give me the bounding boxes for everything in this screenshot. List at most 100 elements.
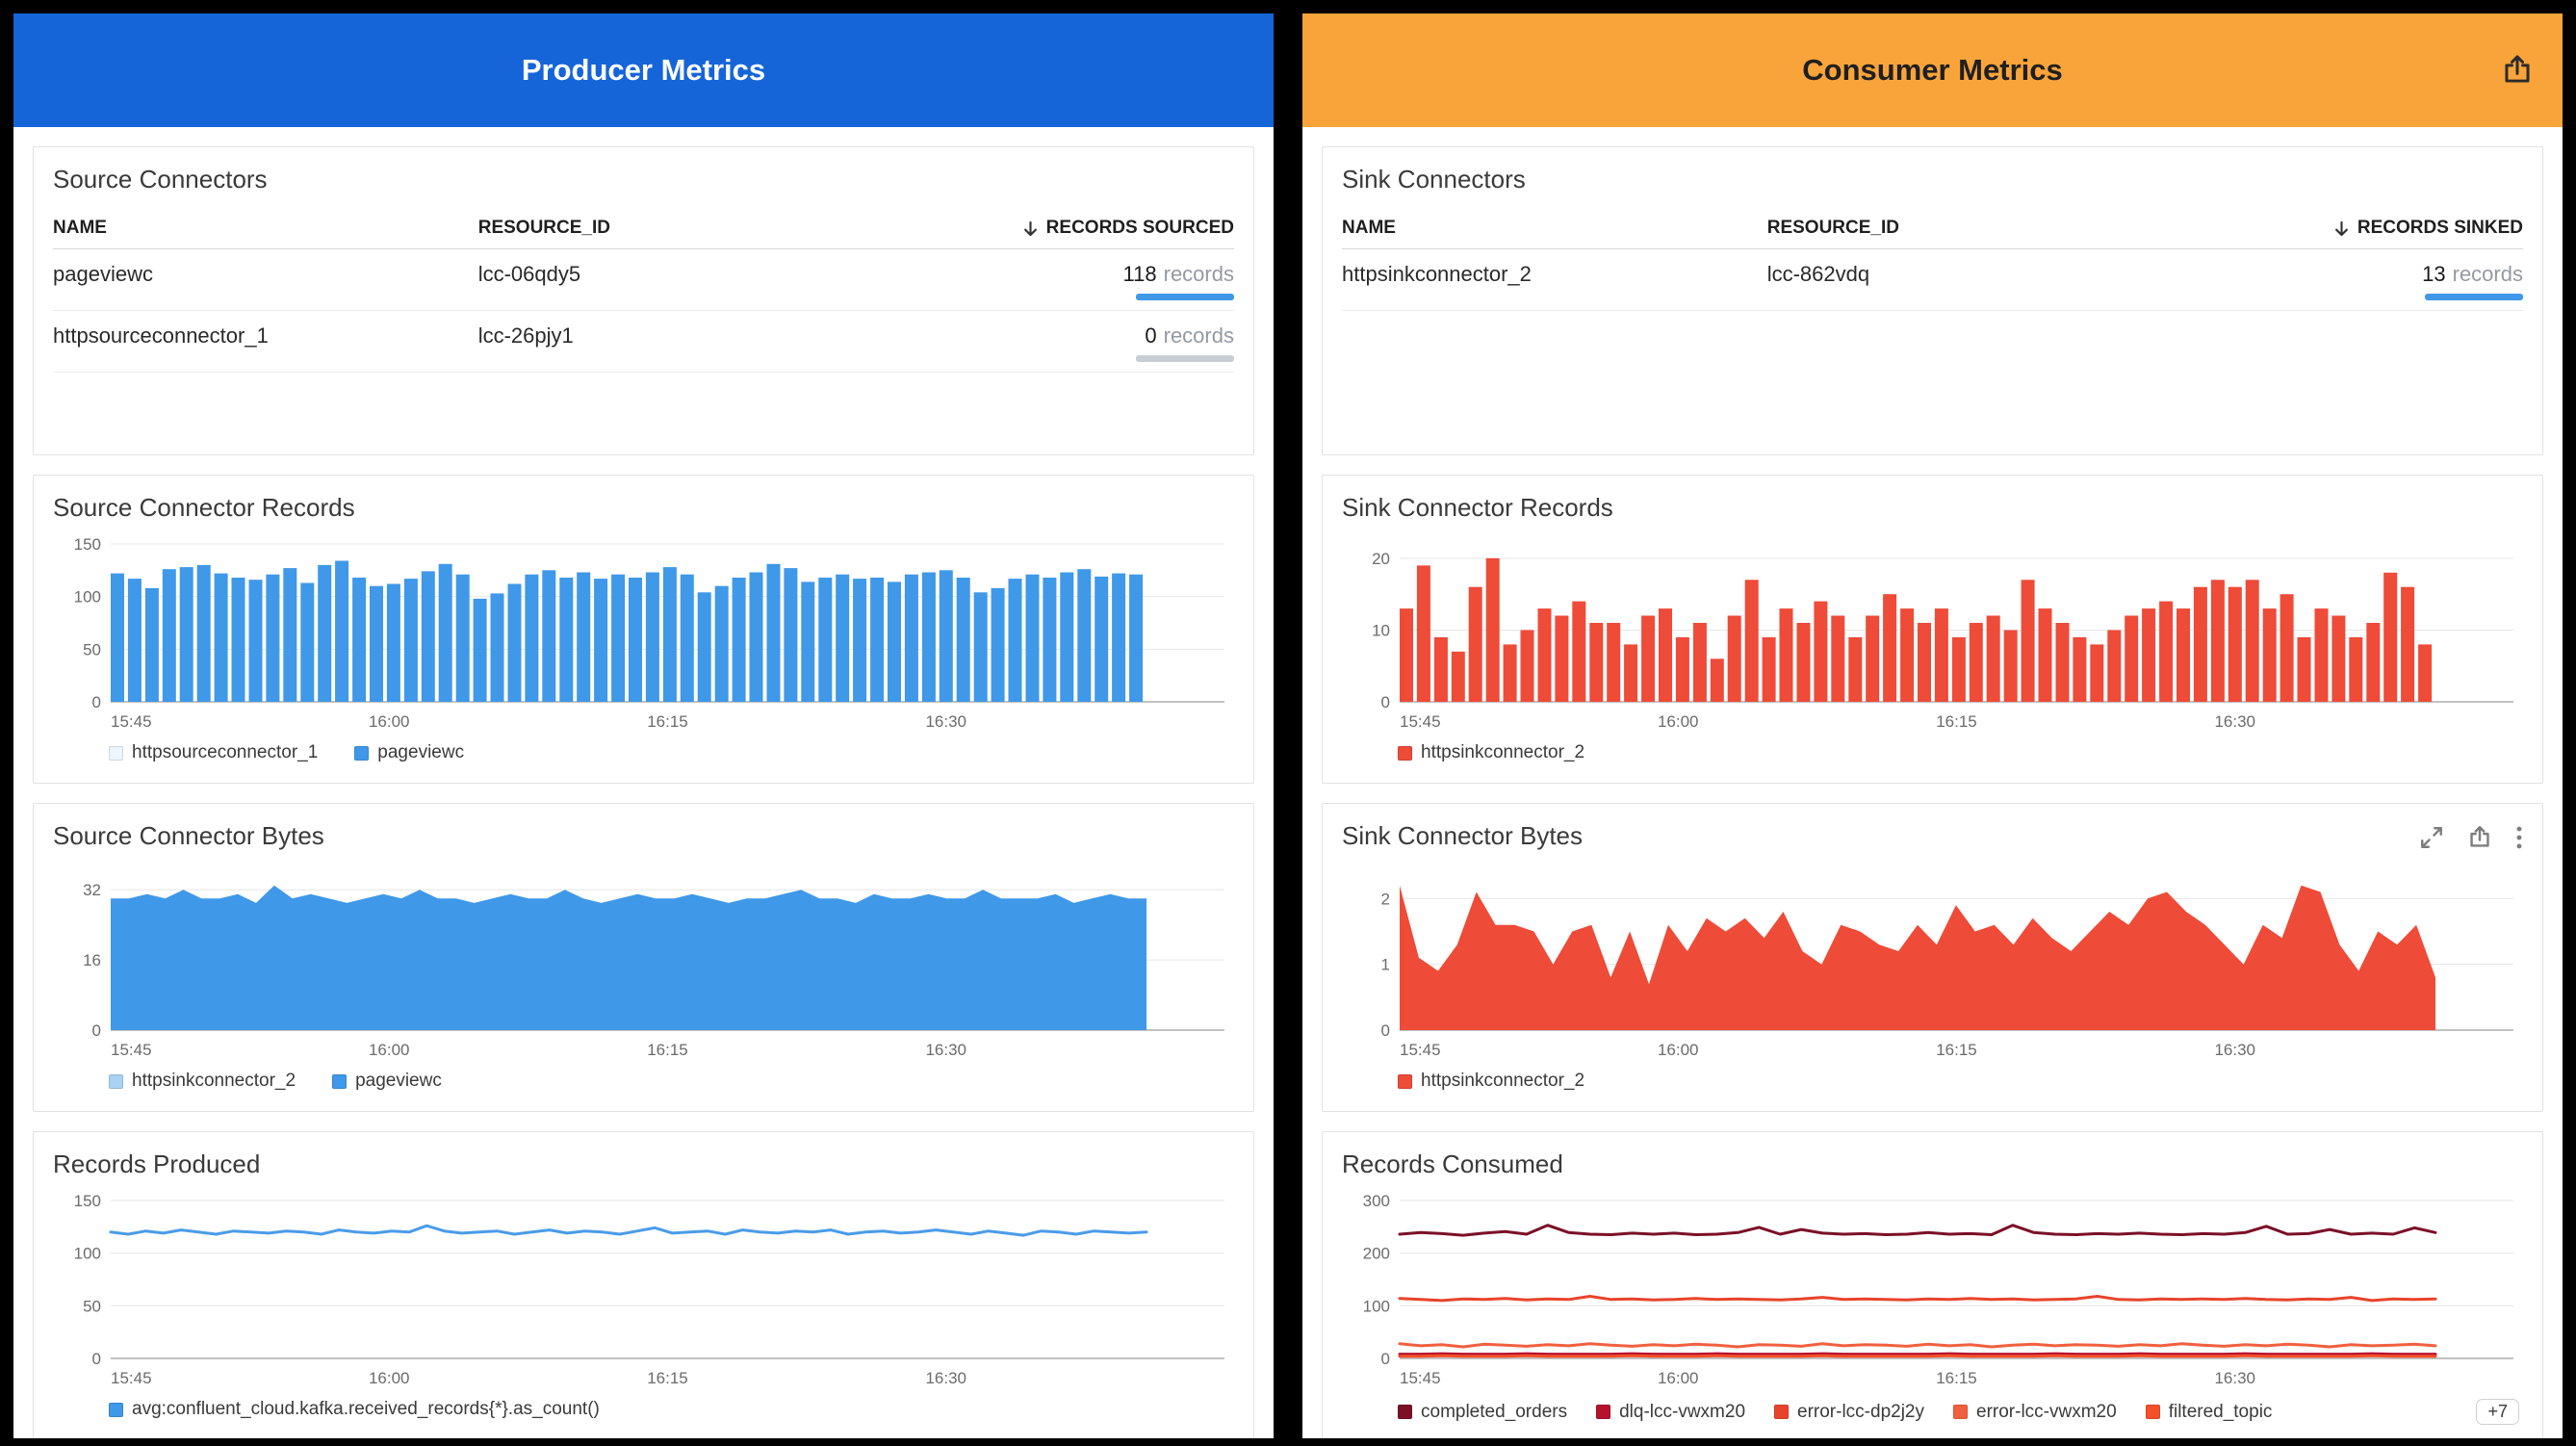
legend-item[interactable]: httpsinkconnector_2 [109,1071,296,1092]
legend-label: completed_orders [1421,1402,1567,1423]
legend-swatch [109,746,123,761]
column-resource-id[interactable]: RESOURCE_ID [1767,218,2193,239]
legend-more-badge[interactable]: +7 [2476,1399,2519,1425]
consumer-metrics-header: Consumer Metrics [1302,13,2563,127]
source-connector-bytes-chart[interactable]: 0163215:4516:0016:1516:30 [53,863,1234,1063]
svg-text:2: 2 [1381,890,1390,908]
svg-text:16:30: 16:30 [2214,1369,2255,1387]
panel-tools [2419,817,2523,850]
legend-item[interactable]: error-lcc-dp2j2y [1774,1402,1924,1423]
legend-swatch [1953,1405,1968,1419]
table-row: httpsourceconnector_1 lcc-26pjy1 0 recor… [53,311,1234,373]
source-connector-records-title: Source Connector Records [53,493,1234,523]
svg-text:16:00: 16:00 [369,712,410,731]
column-resource-id[interactable]: RESOURCE_ID [478,218,904,239]
legend-swatch [332,1074,347,1089]
legend-item[interactable]: pageviewc [332,1071,442,1092]
sink-connector-bytes-panel-head: Sink Connector Bytes [1342,817,2523,863]
legend-item[interactable]: error-lcc-vwxm20 [1953,1402,2117,1423]
records-produced-chart[interactable]: 05010015015:4516:0016:1516:30 [53,1191,1234,1391]
svg-text:0: 0 [92,693,101,711]
svg-text:16:00: 16:00 [1658,1369,1699,1387]
legend-label: error-lcc-vwxm20 [1976,1402,2117,1423]
svg-text:100: 100 [1363,1297,1390,1315]
legend-item[interactable]: httpsinkconnector_2 [1398,1071,1584,1092]
sink-connector-records-panel: Sink Connector Records 0102015:4516:0016… [1322,475,2543,784]
records-count: 118 records [1123,262,1234,287]
svg-text:0: 0 [92,1350,101,1368]
sort-descending-icon [2332,219,2351,238]
svg-text:16: 16 [83,951,101,969]
fullscreen-icon[interactable] [2419,825,2444,850]
svg-text:50: 50 [83,640,101,658]
legend-label: dlq-lcc-vwxm20 [1619,1402,1745,1423]
svg-text:100: 100 [74,588,101,607]
svg-text:1: 1 [1381,956,1390,974]
svg-text:150: 150 [74,535,101,554]
consumer-metrics-card: Consumer Metrics Sink Connectors NAME RE… [1302,13,2563,1438]
sink-connector-bytes-title: Sink Connector Bytes [1342,821,1583,851]
share-icon[interactable] [2467,825,2492,850]
svg-text:15:45: 15:45 [1400,1041,1441,1059]
legend-label: avg:confluent_cloud.kafka.received_recor… [132,1399,600,1420]
source-connectors-title: Source Connectors [53,165,1234,194]
sink-connector-records-chart[interactable]: 0102015:4516:0016:1516:30 [1342,534,2523,735]
records-bar [2425,294,2523,300]
legend-label: pageviewc [355,1071,442,1092]
svg-text:16:30: 16:30 [925,1369,966,1387]
legend-item[interactable]: avg:confluent_cloud.kafka.received_recor… [109,1399,600,1420]
records-count-number: 0 [1145,323,1156,349]
legend-item[interactable]: filtered_topic [2146,1402,2273,1423]
svg-text:15:45: 15:45 [111,712,152,731]
svg-text:16:30: 16:30 [2214,1041,2255,1059]
producer-body: Source Connectors NAME RESOURCE_ID RECOR… [13,127,1274,1438]
kebab-menu-icon[interactable] [2515,825,2523,850]
svg-text:150: 150 [74,1192,101,1210]
column-name[interactable]: NAME [1342,218,1767,239]
row-name: pageviewc [53,262,478,287]
column-records-sinked[interactable]: RECORDS SINKED [2192,218,2523,239]
svg-text:16:00: 16:00 [1658,1041,1699,1059]
column-records-sinked-label: RECORDS SINKED [2357,218,2523,239]
svg-text:300: 300 [1363,1192,1390,1210]
producer-metrics-title: Producer Metrics [522,53,765,88]
export-icon[interactable] [2501,54,2534,87]
row-name: httpsinkconnector_2 [1342,262,1767,287]
svg-text:16:15: 16:15 [1936,1041,1977,1059]
chart-legend: avg:confluent_cloud.kafka.received_recor… [109,1399,1234,1420]
legend-swatch [1398,746,1412,761]
legend-item[interactable]: completed_orders [1398,1402,1567,1423]
sort-descending-icon [1021,219,1040,238]
records-consumed-title: Records Consumed [1342,1149,2523,1179]
legend-label: httpsourceconnector_1 [132,742,318,763]
sink-connector-bytes-chart[interactable]: 0 1 2 15:45 16:00 16:15 16:30 [1342,863,2523,1063]
svg-text:0: 0 [1381,1350,1390,1368]
svg-text:16:30: 16:30 [925,712,966,731]
column-name[interactable]: NAME [53,218,478,239]
row-name: httpsourceconnector_1 [53,323,478,349]
table-row: httpsinkconnector_2 lcc-862vdq 13 record… [1342,249,2523,311]
legend-swatch [1398,1074,1412,1089]
chart-legend: httpsinkconnector_2 [1398,742,2523,763]
legend-swatch [2146,1405,2160,1419]
records-consumed-chart[interactable]: 010020030015:4516:0016:1516:30 [1342,1191,2523,1391]
legend-label: httpsinkconnector_2 [1421,1071,1584,1092]
legend-label: pageviewc [377,742,464,763]
legend-item[interactable]: pageviewc [354,742,464,763]
consumer-metrics-title: Consumer Metrics [1802,53,2062,88]
svg-text:15:45: 15:45 [111,1041,152,1059]
sink-connector-bytes-panel: Sink Connector Bytes 01215:4516:0016:1 [1322,803,2543,1112]
legend-item[interactable]: dlq-lcc-vwxm20 [1596,1402,1745,1423]
svg-text:16:30: 16:30 [925,1041,966,1059]
column-records-sourced[interactable]: RECORDS SOURCED [903,218,1234,239]
dashboard: Producer Metrics Source Connectors NAME … [13,13,2563,1438]
legend-swatch [354,746,369,761]
legend-label: filtered_topic [2169,1402,2273,1423]
chart-legend: httpsinkconnector_2 [1398,1071,2523,1092]
records-count-unit: records [1164,323,1234,349]
legend-label: error-lcc-dp2j2y [1797,1402,1924,1423]
legend-item[interactable]: httpsourceconnector_1 [109,742,318,763]
source-connector-records-chart[interactable]: 05010015015:4516:0016:1516:30 [53,534,1234,735]
legend-item[interactable]: httpsinkconnector_2 [1398,742,1584,763]
svg-text:0: 0 [1381,1021,1390,1040]
